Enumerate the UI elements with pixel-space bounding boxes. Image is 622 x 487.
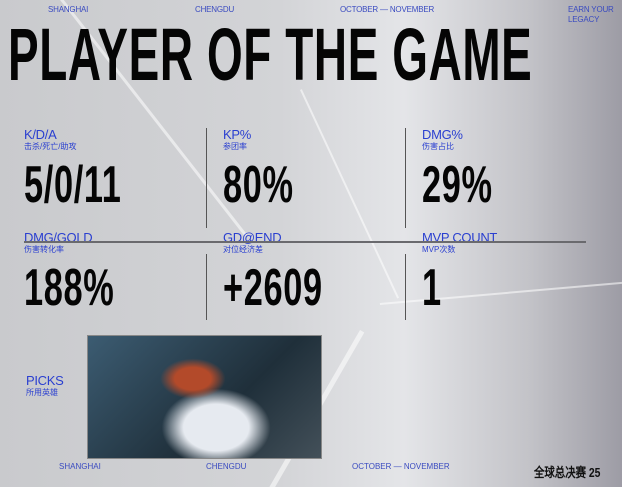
stat-dmg-gold: DMG/GOLD 伤害转化率 188% (24, 230, 161, 317)
footer-city-chengdu: CHENGDU (206, 462, 247, 471)
picks-title-cn: 所用英雄 (26, 388, 58, 397)
light-streak (379, 280, 622, 305)
footer-city-shanghai: SHANGHAI (59, 462, 101, 471)
header-slogan: EARN YOUR LEGACY (568, 5, 614, 25)
stat-label: DMG/GOLD (24, 230, 93, 245)
stat-dmg: DMG% 伤害占比 29% (422, 127, 529, 214)
stat-value: 80% (223, 156, 294, 214)
stat-label: MVP COUNT (422, 230, 498, 245)
stat-value: +2609 (223, 259, 323, 317)
footer-dates: OCTOBER — NOVEMBER (352, 462, 450, 471)
stat-label: GD@END (223, 230, 282, 245)
stat-label-cn: 击杀/死亡/助攻 (24, 142, 77, 151)
stat-label-cn: 伤害转化率 (24, 245, 64, 254)
divider (206, 254, 207, 320)
worlds-logo: 全球总决赛 25 (534, 465, 601, 480)
page-title: PLAYER OF THE GAME (8, 13, 533, 96)
stat-value: 1 (422, 259, 442, 317)
divider (206, 128, 207, 228)
stat-label: K/D/A (24, 127, 57, 142)
stat-kp: KP% 参团率 80% (223, 127, 330, 214)
stat-kda: K/D/A 击杀/死亡/助攻 5/0/11 (24, 127, 172, 214)
header-city-chengdu: CHENGDU (195, 5, 235, 14)
stat-value: 29% (422, 156, 493, 214)
stat-value: 188% (24, 259, 115, 317)
stat-value: 5/0/11 (24, 156, 122, 214)
picks-label: PICKS 所用英雄 (26, 374, 64, 398)
slogan-line: LEGACY (568, 15, 600, 24)
divider (405, 254, 406, 320)
stat-label-cn: MVP次数 (422, 245, 456, 254)
divider (24, 241, 586, 243)
stat-label-cn: 参团率 (223, 142, 247, 151)
stat-mvp-count: MVP COUNT MVP次数 1 (422, 230, 498, 317)
divider (405, 128, 406, 228)
stat-label-cn: 对位经济差 (223, 245, 263, 254)
stat-gd-end: GD@END 对位经济差 +2609 (223, 230, 374, 317)
stat-label: DMG% (422, 127, 463, 142)
header-city-shanghai: SHANGHAI (48, 5, 89, 14)
champion-splash-image (87, 335, 322, 459)
picks-title: PICKS (26, 373, 64, 388)
header-dates: OCTOBER — NOVEMBER (340, 5, 435, 14)
stat-label-cn: 伤害占比 (422, 142, 454, 151)
stat-label: KP% (223, 127, 252, 142)
slogan-line: EARN YOUR (568, 5, 614, 14)
